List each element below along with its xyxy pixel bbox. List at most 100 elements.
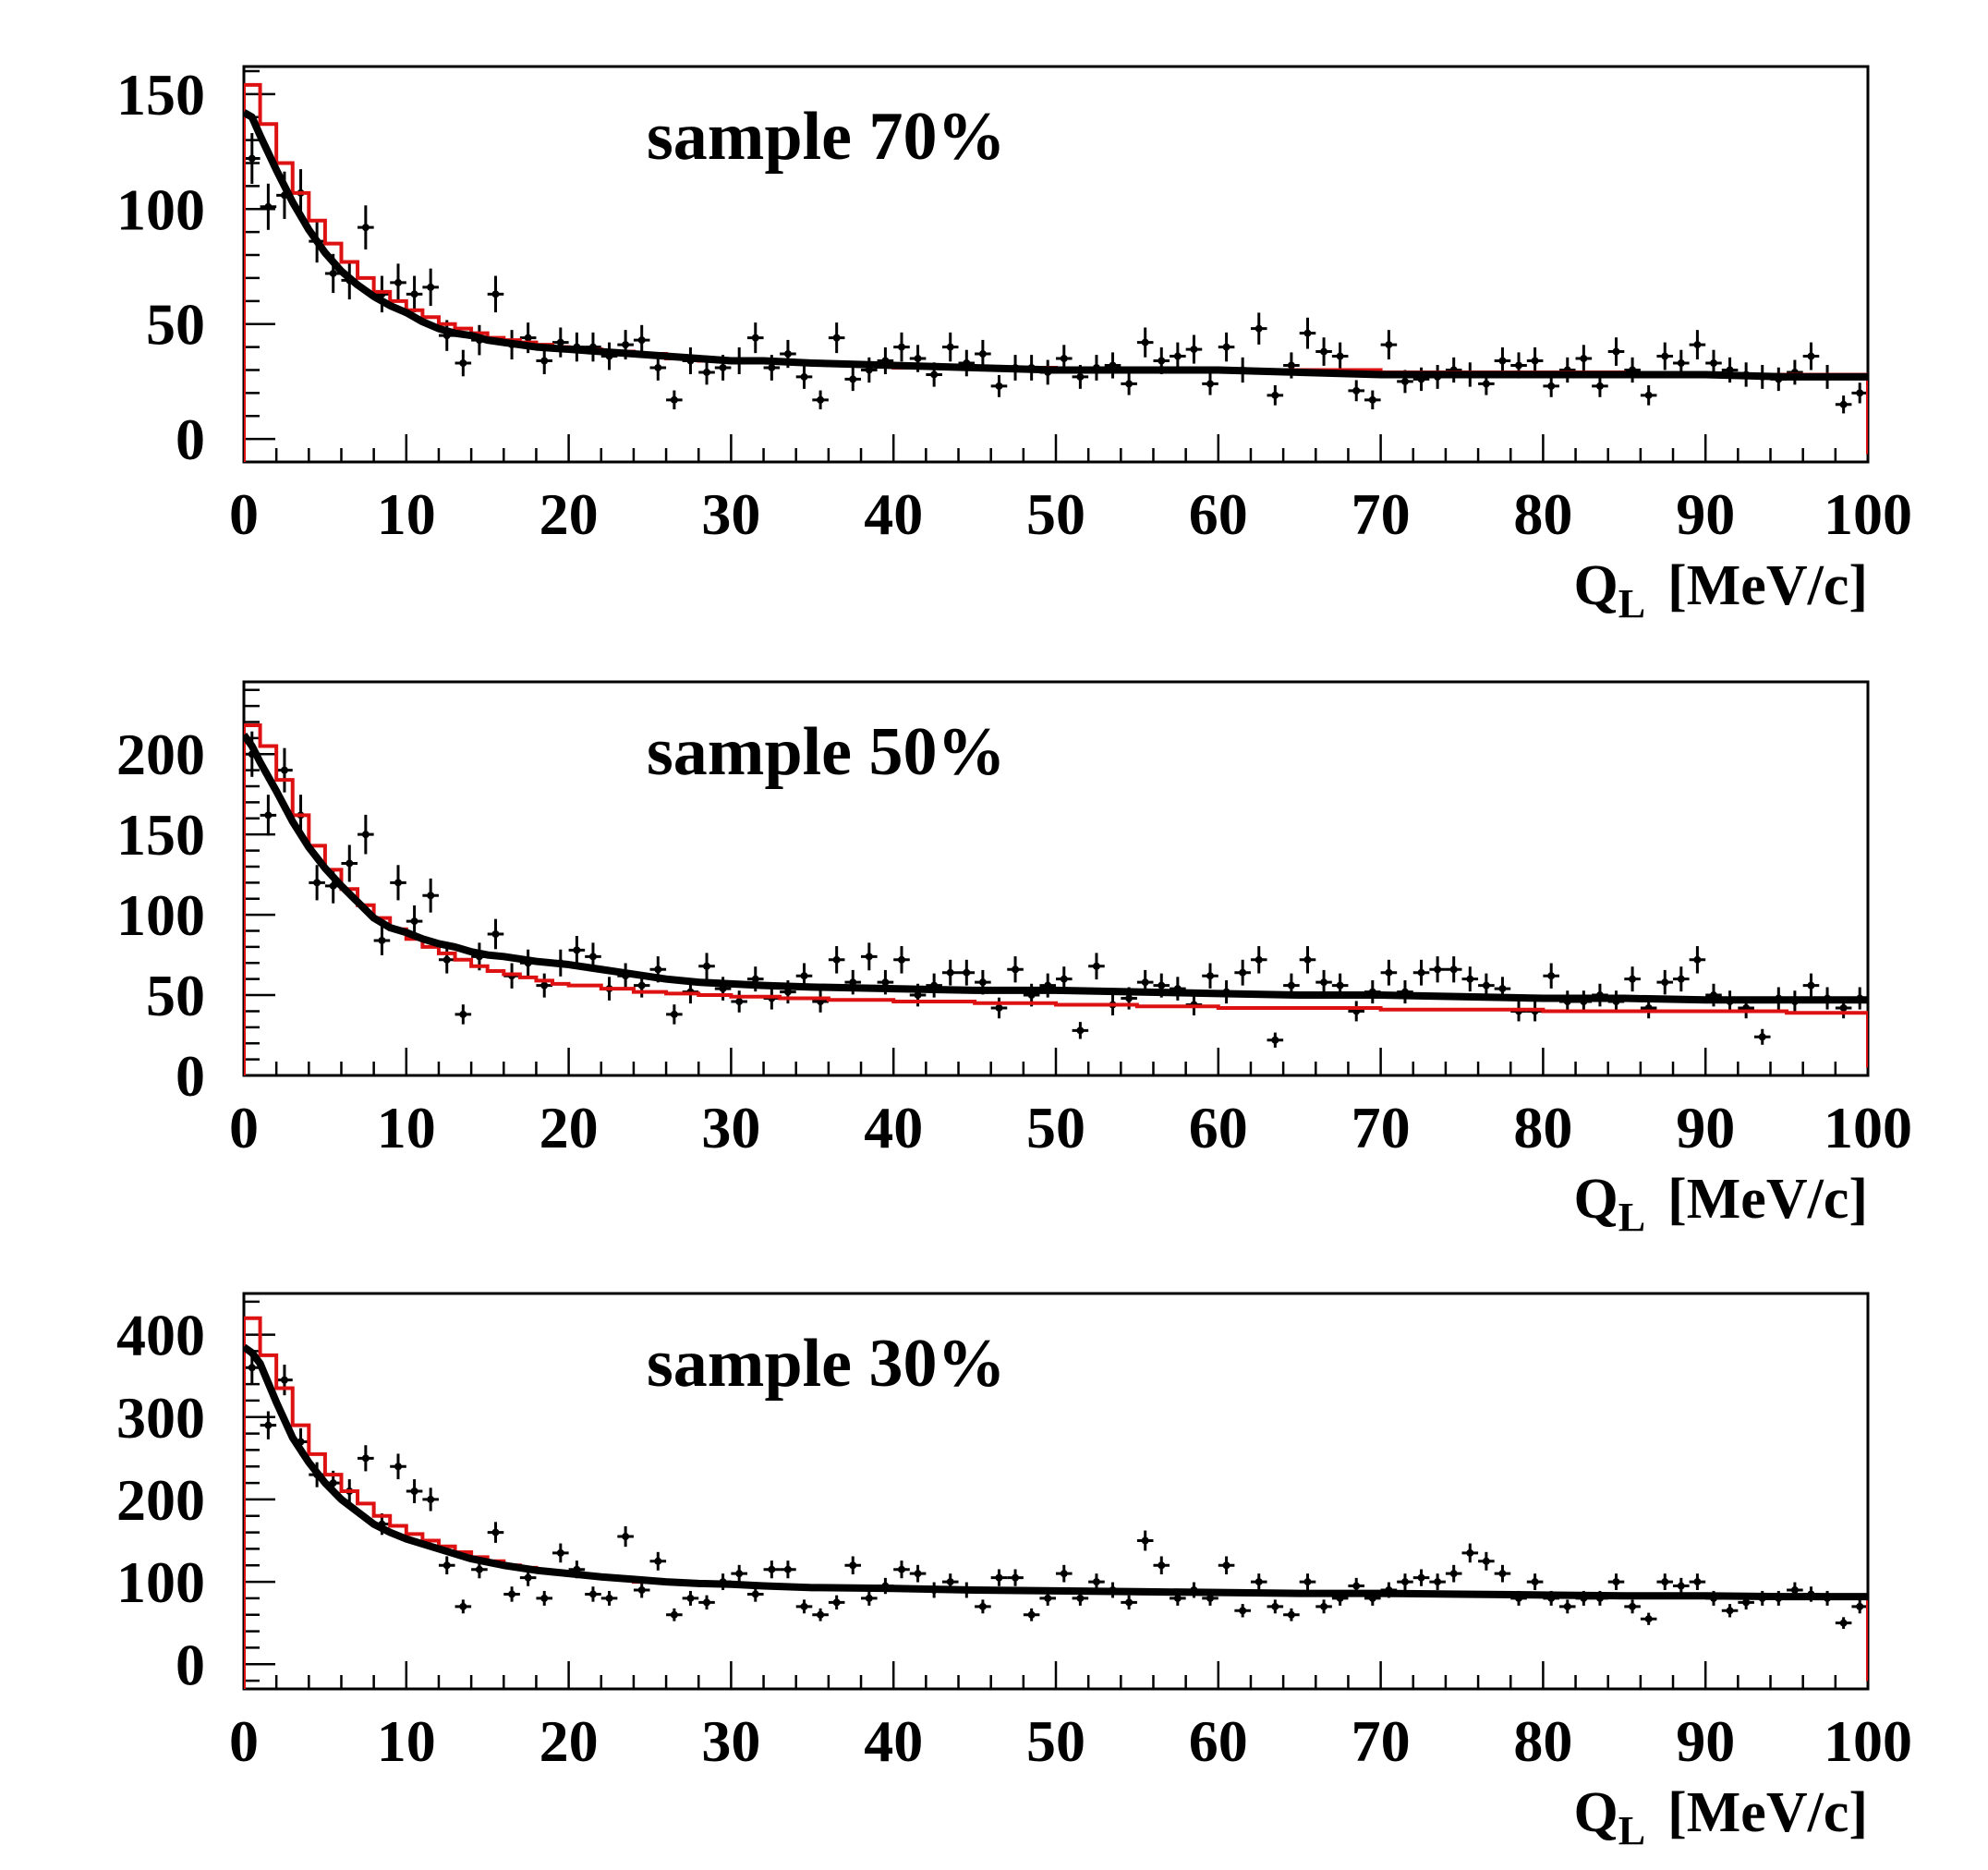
x-tick-label: 50 bbox=[1026, 1095, 1085, 1160]
data-point bbox=[1255, 1578, 1263, 1586]
data-point bbox=[1677, 975, 1685, 983]
data-point bbox=[361, 1454, 370, 1463]
panel-title: sample 50% bbox=[647, 714, 1006, 790]
x-tick-label: 100 bbox=[1824, 1095, 1912, 1160]
x-tick-label: 90 bbox=[1676, 1095, 1735, 1160]
data-point bbox=[751, 975, 759, 983]
data-point bbox=[410, 917, 418, 926]
data-point bbox=[800, 972, 808, 980]
data-point bbox=[622, 1533, 630, 1541]
data-point bbox=[508, 1590, 516, 1598]
data-point bbox=[637, 981, 646, 990]
x-tick-label: 40 bbox=[864, 1095, 923, 1160]
data-point bbox=[1612, 1578, 1620, 1586]
data-point bbox=[588, 1590, 597, 1598]
data-point bbox=[1417, 1573, 1425, 1582]
data-point bbox=[670, 1610, 678, 1619]
data-point bbox=[556, 1548, 564, 1557]
data-point bbox=[459, 1602, 467, 1610]
data-point bbox=[832, 1598, 841, 1607]
data-point bbox=[361, 224, 370, 232]
x-tick-label: 80 bbox=[1513, 1708, 1572, 1774]
fit-curve bbox=[244, 109, 1868, 381]
x-tick-label: 30 bbox=[701, 481, 760, 547]
y-tick-label: 200 bbox=[116, 722, 205, 787]
data-point bbox=[540, 357, 549, 365]
data-point bbox=[1839, 1003, 1848, 1012]
data-point bbox=[573, 946, 581, 954]
data-point bbox=[588, 953, 597, 961]
data-point bbox=[524, 334, 532, 342]
data-point bbox=[394, 1463, 403, 1471]
data-point bbox=[1239, 968, 1247, 977]
data-point bbox=[1498, 357, 1507, 365]
data-point bbox=[1726, 1607, 1734, 1615]
data-point bbox=[1125, 1598, 1133, 1607]
data-point bbox=[703, 368, 711, 376]
x-tick-label: 20 bbox=[539, 1095, 599, 1160]
x-tick-label: 60 bbox=[1189, 1708, 1248, 1774]
data-point bbox=[491, 1528, 500, 1536]
data-point bbox=[946, 968, 954, 977]
panel-title: sample 30% bbox=[647, 1326, 1006, 1402]
data-point bbox=[1434, 965, 1442, 974]
data-point bbox=[1060, 355, 1068, 363]
x-axis-title-main: Q bbox=[1574, 1781, 1618, 1844]
plot-frame bbox=[242, 1292, 1870, 1691]
data-point bbox=[1303, 1578, 1312, 1586]
data-point bbox=[963, 968, 971, 977]
plot-area bbox=[244, 1316, 1868, 1689]
data-point bbox=[1012, 1573, 1020, 1582]
data-point bbox=[1141, 1536, 1149, 1545]
data-point bbox=[1158, 1561, 1166, 1570]
data-point bbox=[654, 363, 662, 371]
data-point bbox=[264, 1421, 273, 1429]
data-point bbox=[832, 955, 841, 964]
data-point bbox=[1255, 324, 1263, 333]
data-point bbox=[1255, 955, 1263, 964]
data-point bbox=[1758, 1033, 1766, 1041]
x-tick-label: 50 bbox=[1026, 1708, 1085, 1774]
data-point bbox=[1012, 965, 1020, 974]
panel-title: sample 70% bbox=[647, 99, 1006, 175]
data-point bbox=[800, 372, 808, 381]
data-point bbox=[1531, 357, 1539, 365]
x-axis-title-main: Q bbox=[1574, 554, 1618, 617]
data-point bbox=[1580, 355, 1588, 363]
data-point bbox=[849, 375, 857, 383]
data-point bbox=[783, 350, 792, 358]
x-axis-title-subscript: L bbox=[1618, 581, 1645, 626]
data-point bbox=[1271, 1602, 1279, 1610]
data-point bbox=[1141, 338, 1149, 346]
y-tick-label: 100 bbox=[116, 1549, 205, 1615]
data-point bbox=[1206, 972, 1215, 980]
data-point bbox=[1807, 352, 1815, 360]
data-point bbox=[1125, 380, 1133, 388]
data-point bbox=[1287, 981, 1295, 990]
reference-histogram bbox=[244, 82, 1868, 462]
data-point bbox=[849, 978, 857, 987]
data-point bbox=[1595, 382, 1604, 390]
x-tick-label: 10 bbox=[377, 481, 436, 547]
y-tick-label: 100 bbox=[116, 176, 205, 242]
data-point bbox=[1222, 1561, 1230, 1570]
data-point bbox=[1449, 1570, 1458, 1578]
data-point bbox=[1629, 975, 1637, 983]
data-point bbox=[995, 1003, 1003, 1012]
data-point bbox=[280, 766, 288, 774]
data-point bbox=[654, 1557, 662, 1565]
data-point bbox=[1644, 1615, 1653, 1623]
data-point bbox=[442, 1561, 451, 1570]
x-tick-label: 40 bbox=[864, 1708, 923, 1774]
data-point bbox=[1060, 975, 1068, 983]
x-axis-title: QL [MeV/c] bbox=[1574, 1781, 1868, 1853]
data-point bbox=[703, 962, 711, 970]
data-point bbox=[248, 154, 256, 163]
data-point bbox=[1385, 341, 1393, 349]
x-axis-title-unit: [MeV/c] bbox=[1667, 1168, 1868, 1231]
x-tick-label: 10 bbox=[377, 1095, 436, 1160]
reference-histogram bbox=[244, 722, 1868, 1075]
x-tick-label: 0 bbox=[229, 1708, 259, 1774]
data-point bbox=[1287, 361, 1295, 370]
data-point bbox=[1839, 1619, 1848, 1627]
